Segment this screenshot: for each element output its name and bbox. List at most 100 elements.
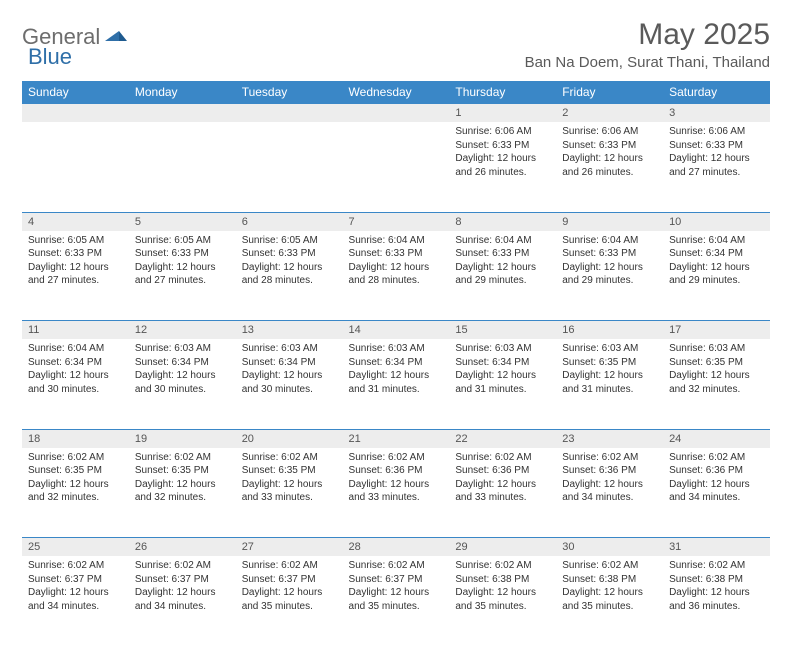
day-cell: Sunrise: 6:06 AMSunset: 6:33 PMDaylight:…	[663, 122, 770, 212]
sunset-line: Sunset: 6:36 PM	[349, 464, 444, 478]
sunset-line: Sunset: 6:37 PM	[135, 573, 230, 587]
sunrise-line: Sunrise: 6:03 AM	[455, 342, 550, 356]
day-number-row: 25262728293031	[22, 538, 770, 557]
weekday-header: Monday	[129, 81, 236, 104]
day-details: Sunrise: 6:02 AMSunset: 6:38 PMDaylight:…	[449, 556, 556, 619]
daylight-line: Daylight: 12 hours and 34 minutes.	[28, 586, 123, 613]
day-number-cell: 13	[236, 321, 343, 340]
day-cell: Sunrise: 6:04 AMSunset: 6:34 PMDaylight:…	[663, 231, 770, 321]
day-details: Sunrise: 6:06 AMSunset: 6:33 PMDaylight:…	[663, 122, 770, 185]
day-cell	[236, 122, 343, 212]
day-cell: Sunrise: 6:03 AMSunset: 6:34 PMDaylight:…	[343, 339, 450, 429]
sunrise-line: Sunrise: 6:02 AM	[669, 451, 764, 465]
sunrise-line: Sunrise: 6:02 AM	[455, 559, 550, 573]
day-number-row: 123	[22, 104, 770, 123]
day-content-row: Sunrise: 6:02 AMSunset: 6:35 PMDaylight:…	[22, 448, 770, 538]
daylight-line: Daylight: 12 hours and 32 minutes.	[135, 478, 230, 505]
sunrise-line: Sunrise: 6:02 AM	[135, 559, 230, 573]
title-block: May 2025 Ban Na Doem, Surat Thani, Thail…	[525, 18, 770, 71]
day-number-cell: 4	[22, 212, 129, 231]
daylight-line: Daylight: 12 hours and 27 minutes.	[135, 261, 230, 288]
sunset-line: Sunset: 6:36 PM	[455, 464, 550, 478]
day-cell: Sunrise: 6:05 AMSunset: 6:33 PMDaylight:…	[22, 231, 129, 321]
sunset-line: Sunset: 6:33 PM	[135, 247, 230, 261]
day-details: Sunrise: 6:02 AMSunset: 6:35 PMDaylight:…	[129, 448, 236, 511]
day-cell: Sunrise: 6:03 AMSunset: 6:35 PMDaylight:…	[663, 339, 770, 429]
sunrise-line: Sunrise: 6:05 AM	[135, 234, 230, 248]
day-details: Sunrise: 6:05 AMSunset: 6:33 PMDaylight:…	[236, 231, 343, 294]
day-details: Sunrise: 6:02 AMSunset: 6:36 PMDaylight:…	[556, 448, 663, 511]
sunrise-line: Sunrise: 6:02 AM	[562, 559, 657, 573]
sunset-line: Sunset: 6:35 PM	[242, 464, 337, 478]
sunrise-line: Sunrise: 6:05 AM	[28, 234, 123, 248]
day-number-cell: 25	[22, 538, 129, 557]
day-details: Sunrise: 6:03 AMSunset: 6:34 PMDaylight:…	[129, 339, 236, 402]
sunset-line: Sunset: 6:37 PM	[28, 573, 123, 587]
day-cell: Sunrise: 6:02 AMSunset: 6:36 PMDaylight:…	[556, 448, 663, 538]
sunrise-line: Sunrise: 6:04 AM	[669, 234, 764, 248]
day-details: Sunrise: 6:02 AMSunset: 6:36 PMDaylight:…	[343, 448, 450, 511]
sunrise-line: Sunrise: 6:02 AM	[562, 451, 657, 465]
day-cell: Sunrise: 6:02 AMSunset: 6:36 PMDaylight:…	[449, 448, 556, 538]
day-number-cell: 27	[236, 538, 343, 557]
day-details: Sunrise: 6:05 AMSunset: 6:33 PMDaylight:…	[22, 231, 129, 294]
day-details: Sunrise: 6:04 AMSunset: 6:33 PMDaylight:…	[449, 231, 556, 294]
sunrise-line: Sunrise: 6:03 AM	[669, 342, 764, 356]
daylight-line: Daylight: 12 hours and 30 minutes.	[28, 369, 123, 396]
sunrise-line: Sunrise: 6:06 AM	[562, 125, 657, 139]
day-details: Sunrise: 6:03 AMSunset: 6:34 PMDaylight:…	[343, 339, 450, 402]
daylight-line: Daylight: 12 hours and 35 minutes.	[455, 586, 550, 613]
weekday-header: Saturday	[663, 81, 770, 104]
weekday-header: Sunday	[22, 81, 129, 104]
sunrise-line: Sunrise: 6:02 AM	[455, 451, 550, 465]
day-cell: Sunrise: 6:06 AMSunset: 6:33 PMDaylight:…	[556, 122, 663, 212]
day-cell: Sunrise: 6:03 AMSunset: 6:35 PMDaylight:…	[556, 339, 663, 429]
daylight-line: Daylight: 12 hours and 35 minutes.	[349, 586, 444, 613]
day-number-cell: 14	[343, 321, 450, 340]
daylight-line: Daylight: 12 hours and 33 minutes.	[455, 478, 550, 505]
weekday-header: Tuesday	[236, 81, 343, 104]
day-details: Sunrise: 6:02 AMSunset: 6:35 PMDaylight:…	[22, 448, 129, 511]
sunrise-line: Sunrise: 6:06 AM	[455, 125, 550, 139]
day-details: Sunrise: 6:06 AMSunset: 6:33 PMDaylight:…	[449, 122, 556, 185]
sunset-line: Sunset: 6:33 PM	[28, 247, 123, 261]
sunset-line: Sunset: 6:33 PM	[562, 139, 657, 153]
weekday-header: Thursday	[449, 81, 556, 104]
sunrise-line: Sunrise: 6:02 AM	[135, 451, 230, 465]
day-cell: Sunrise: 6:06 AMSunset: 6:33 PMDaylight:…	[449, 122, 556, 212]
day-cell: Sunrise: 6:02 AMSunset: 6:37 PMDaylight:…	[343, 556, 450, 646]
location-text: Ban Na Doem, Surat Thani, Thailand	[525, 54, 770, 71]
daylight-line: Daylight: 12 hours and 33 minutes.	[242, 478, 337, 505]
daylight-line: Daylight: 12 hours and 32 minutes.	[669, 369, 764, 396]
day-number-row: 45678910	[22, 212, 770, 231]
day-cell: Sunrise: 6:03 AMSunset: 6:34 PMDaylight:…	[236, 339, 343, 429]
day-number-cell: 21	[343, 429, 450, 448]
day-details: Sunrise: 6:02 AMSunset: 6:37 PMDaylight:…	[22, 556, 129, 619]
day-number-cell: 2	[556, 104, 663, 123]
daylight-line: Daylight: 12 hours and 34 minutes.	[562, 478, 657, 505]
day-details: Sunrise: 6:02 AMSunset: 6:37 PMDaylight:…	[236, 556, 343, 619]
day-number-cell: 11	[22, 321, 129, 340]
day-cell: Sunrise: 6:02 AMSunset: 6:37 PMDaylight:…	[129, 556, 236, 646]
day-cell: Sunrise: 6:03 AMSunset: 6:34 PMDaylight:…	[449, 339, 556, 429]
daylight-line: Daylight: 12 hours and 26 minutes.	[455, 152, 550, 179]
day-details: Sunrise: 6:06 AMSunset: 6:33 PMDaylight:…	[556, 122, 663, 185]
day-number-cell	[236, 104, 343, 123]
day-details: Sunrise: 6:03 AMSunset: 6:34 PMDaylight:…	[236, 339, 343, 402]
sunrise-line: Sunrise: 6:03 AM	[135, 342, 230, 356]
daylight-line: Daylight: 12 hours and 36 minutes.	[669, 586, 764, 613]
calendar-table: Sunday Monday Tuesday Wednesday Thursday…	[22, 81, 770, 646]
day-content-row: Sunrise: 6:06 AMSunset: 6:33 PMDaylight:…	[22, 122, 770, 212]
sunset-line: Sunset: 6:37 PM	[349, 573, 444, 587]
day-cell	[129, 122, 236, 212]
day-details: Sunrise: 6:02 AMSunset: 6:37 PMDaylight:…	[343, 556, 450, 619]
sunrise-line: Sunrise: 6:02 AM	[669, 559, 764, 573]
day-details: Sunrise: 6:02 AMSunset: 6:38 PMDaylight:…	[556, 556, 663, 619]
day-number-cell: 23	[556, 429, 663, 448]
day-cell: Sunrise: 6:02 AMSunset: 6:38 PMDaylight:…	[449, 556, 556, 646]
day-cell: Sunrise: 6:04 AMSunset: 6:33 PMDaylight:…	[449, 231, 556, 321]
day-cell	[343, 122, 450, 212]
day-cell: Sunrise: 6:02 AMSunset: 6:35 PMDaylight:…	[22, 448, 129, 538]
daylight-line: Daylight: 12 hours and 33 minutes.	[349, 478, 444, 505]
day-details: Sunrise: 6:05 AMSunset: 6:33 PMDaylight:…	[129, 231, 236, 294]
